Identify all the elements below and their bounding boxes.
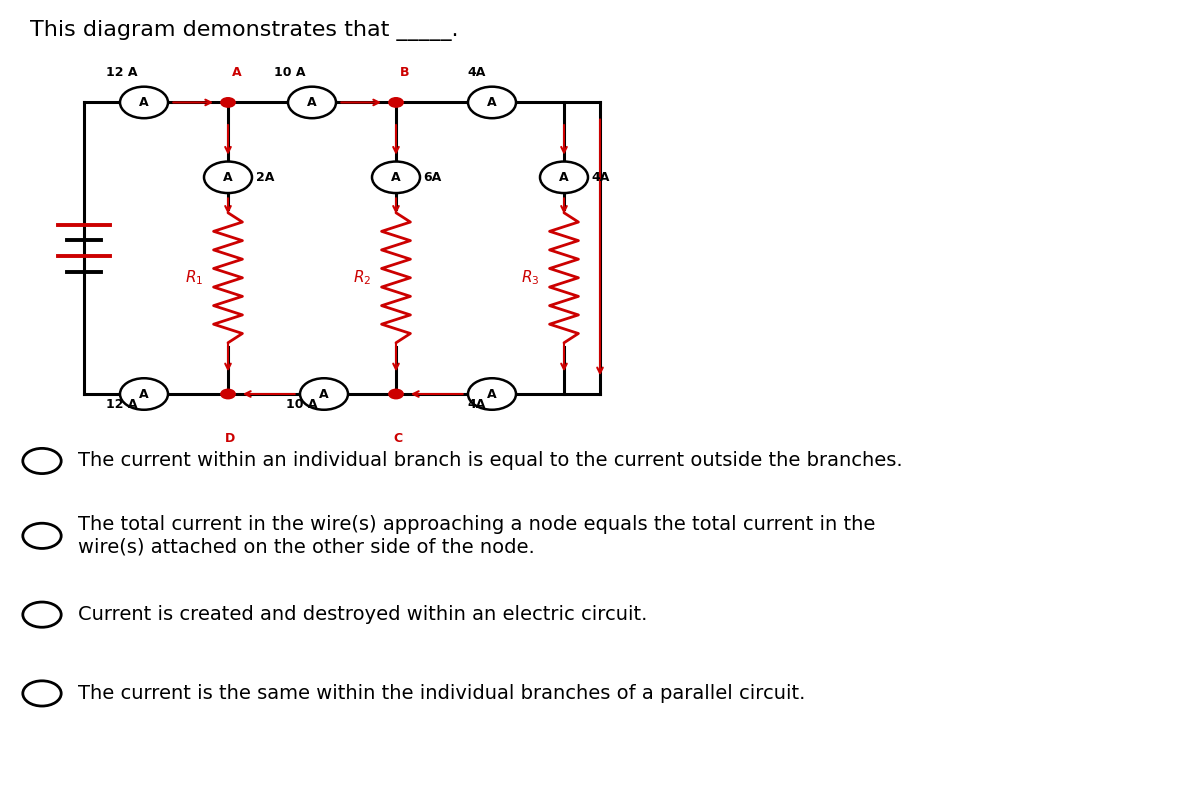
Circle shape [221,389,235,399]
Text: This diagram demonstrates that _____.: This diagram demonstrates that _____. [30,20,458,41]
Circle shape [468,378,516,410]
Text: A: A [319,388,329,400]
Text: 2A: 2A [256,171,274,184]
Text: A: A [559,171,569,184]
Text: 4A: 4A [468,66,486,79]
Text: The current within an individual branch is equal to the current outside the bran: The current within an individual branch … [78,452,902,470]
Circle shape [204,162,252,193]
Circle shape [120,87,168,118]
Text: A: A [139,388,149,400]
Text: 12 A: 12 A [107,66,138,79]
Text: D: D [226,432,235,444]
Text: A: A [232,66,241,79]
Text: A: A [391,171,401,184]
Text: 4A: 4A [468,398,486,411]
Text: $R_1$: $R_1$ [185,269,204,287]
Text: 4A: 4A [592,171,610,184]
Text: A: A [487,96,497,109]
Text: 10 A: 10 A [275,66,306,79]
Text: A: A [487,388,497,400]
Circle shape [300,378,348,410]
Text: A: A [223,171,233,184]
Circle shape [540,162,588,193]
Circle shape [372,162,420,193]
Text: A: A [139,96,149,109]
Text: C: C [394,432,403,444]
Text: $R_2$: $R_2$ [353,269,372,287]
Text: $R_3$: $R_3$ [521,269,540,287]
Text: B: B [400,66,409,79]
Text: The total current in the wire(s) approaching a node equals the total current in : The total current in the wire(s) approac… [78,515,875,556]
Circle shape [221,98,235,107]
Circle shape [389,98,403,107]
Circle shape [389,389,403,399]
Text: 12 A: 12 A [107,398,138,411]
Text: Current is created and destroyed within an electric circuit.: Current is created and destroyed within … [78,605,647,624]
Circle shape [120,378,168,410]
Text: A: A [307,96,317,109]
Text: 6A: 6A [424,171,442,184]
Text: 10 A: 10 A [287,398,318,411]
Circle shape [288,87,336,118]
Circle shape [468,87,516,118]
Text: The current is the same within the individual branches of a parallel circuit.: The current is the same within the indiv… [78,684,805,703]
